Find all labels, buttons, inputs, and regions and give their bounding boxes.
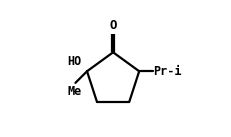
- Text: Me: Me: [67, 85, 82, 99]
- Text: Pr-i: Pr-i: [153, 65, 182, 78]
- Text: O: O: [109, 19, 117, 32]
- Text: HO: HO: [67, 55, 81, 68]
